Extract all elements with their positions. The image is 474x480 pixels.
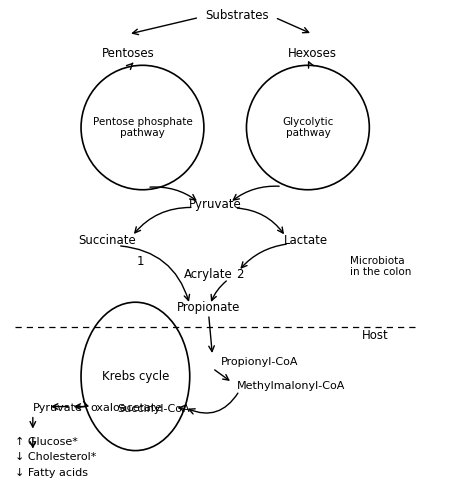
Text: 1: 1: [137, 255, 144, 268]
Text: Microbiota
in the colon: Microbiota in the colon: [350, 255, 412, 277]
Text: ↑ Glucose*: ↑ Glucose*: [15, 437, 78, 447]
Text: Substrates: Substrates: [205, 9, 269, 22]
Text: ↓ Fatty acids: ↓ Fatty acids: [15, 468, 88, 478]
Text: Pentose phosphate
pathway: Pentose phosphate pathway: [92, 117, 192, 138]
Text: Krebs cycle: Krebs cycle: [102, 370, 169, 383]
Text: Succinyl-CoA: Succinyl-CoA: [117, 404, 190, 414]
Text: Hexoses: Hexoses: [288, 47, 337, 60]
Text: Lactate: Lactate: [283, 233, 328, 247]
Text: 2: 2: [236, 268, 244, 281]
Text: Pyruvate: Pyruvate: [33, 404, 82, 413]
Text: ↓ Cholesterol*: ↓ Cholesterol*: [15, 452, 96, 462]
Text: Methylmalonyl-CoA: Methylmalonyl-CoA: [237, 381, 346, 391]
Text: Succinate: Succinate: [78, 233, 136, 247]
Text: Glycolytic
pathway: Glycolytic pathway: [282, 117, 334, 138]
Text: Pentoses: Pentoses: [102, 47, 155, 60]
Text: Pyruvate: Pyruvate: [189, 198, 242, 211]
Text: Acrylate: Acrylate: [183, 268, 232, 281]
Text: Host: Host: [362, 329, 388, 342]
Text: Propionyl-CoA: Propionyl-CoA: [220, 357, 298, 367]
Text: oxaloacetate: oxaloacetate: [91, 404, 163, 413]
Text: Propionate: Propionate: [177, 301, 240, 314]
